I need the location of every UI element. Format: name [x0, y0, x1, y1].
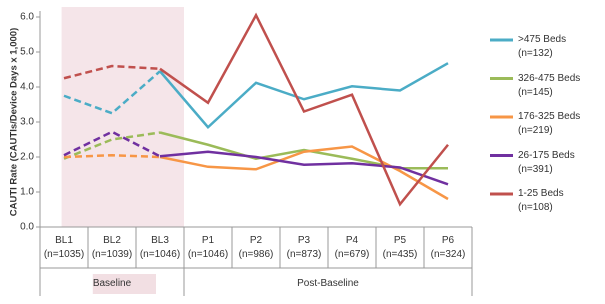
series-line — [159, 131, 448, 170]
x-tick-label: P1 (n=1046) — [187, 235, 229, 260]
y-tick-label: 5.0 — [20, 47, 34, 58]
x-tick-label: P5 (n=435) — [382, 235, 418, 260]
y-tick-label: 6.0 — [20, 12, 34, 23]
legend-label: 1-25 Beds (n=108) — [518, 188, 564, 213]
baseline-line — [63, 130, 161, 158]
baseline-line — [63, 70, 161, 115]
legend-label: 176-325 Beds (n=219) — [518, 111, 581, 136]
series-line — [159, 12, 449, 207]
legend-label: 326-475 Beds (n=145) — [518, 72, 581, 98]
series-line — [159, 150, 449, 186]
legend-label: >475 Beds (n=132) — [518, 34, 567, 59]
x-tick-label: P3 (n=873) — [286, 235, 322, 260]
series-line — [159, 62, 449, 130]
legend-label: 26-175 Beds (n=391) — [518, 149, 575, 175]
series-line — [159, 145, 449, 201]
baseline-line — [63, 153, 161, 159]
y-tick-label: 1.0 — [20, 187, 34, 198]
y-tick-label: 4.0 — [20, 82, 34, 93]
baseline-label-bg — [92, 274, 156, 294]
x-tick-label: BL3 (n=1046) — [139, 235, 181, 260]
baseline-line — [63, 64, 161, 80]
baseline-shade — [61, 7, 184, 227]
y-tick-label: 3.0 — [20, 117, 34, 128]
x-tick-label: P4 (n=679) — [334, 235, 370, 260]
x-tick-label: P6 (n=324) — [430, 235, 466, 260]
y-tick-label: 2.0 — [20, 152, 34, 163]
y-tick-label: 0.0 — [20, 222, 34, 233]
x-group-label: Post-Baseline — [297, 278, 359, 289]
x-tick-label: BL1 (n=1035) — [43, 235, 85, 260]
x-group-label: Baseline — [92, 278, 132, 289]
y-axis-title: CAUTI Rate (CAUTIs/Device Days x 1,000) — [9, 28, 20, 217]
x-tick-label: BL2 (n=1039) — [91, 235, 133, 260]
baseline-line — [63, 131, 161, 160]
x-tick-label: P2 (n=986) — [238, 235, 274, 260]
